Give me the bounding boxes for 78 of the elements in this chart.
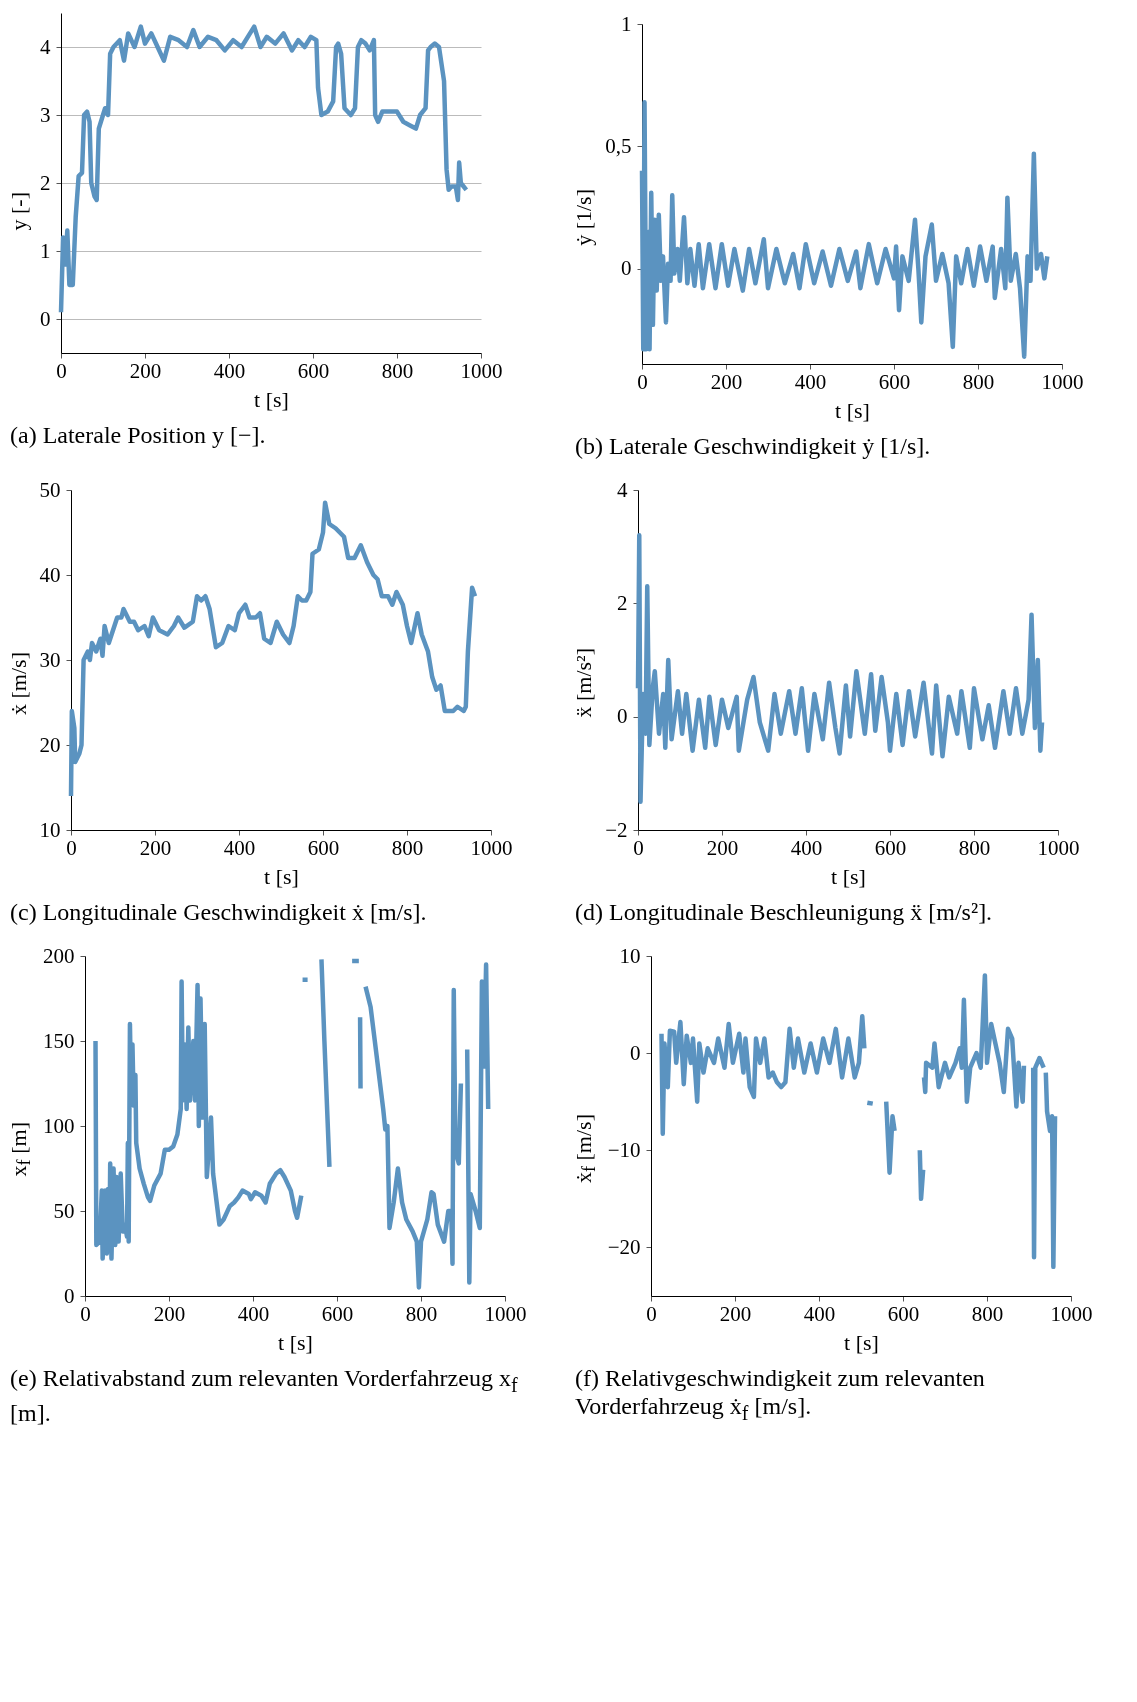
y-tick-label: −20	[608, 1234, 641, 1259]
text: (c) Longitudinale Geschwindigkeit ẋ [m/s].	[9, 898, 428, 926]
x-tick-label: 800	[962, 369, 995, 394]
x-tick-label: 600	[878, 369, 911, 394]
y-tick-label: −2	[605, 817, 628, 842]
y-tick-label: 2	[617, 590, 628, 615]
x-tick-label: 1000	[1041, 369, 1084, 394]
x-tick-label: 200	[154, 1301, 186, 1326]
text: (d) Longitudinale Beschleunigung ẍ [m/s²].	[574, 898, 994, 926]
y-tick-label: 10	[619, 943, 641, 968]
y-tick-label: 30	[39, 647, 61, 672]
x-tick-label: 400	[238, 1301, 270, 1326]
y-tick-label: 150	[43, 1028, 75, 1053]
y-tick-label: 0	[630, 1040, 641, 1065]
y-tick-label: 50	[53, 1198, 75, 1223]
x-tick-label: 400	[794, 369, 827, 394]
y-tick-label: 0	[617, 704, 628, 729]
line-series	[58, 24, 469, 315]
y-tick-label: 0	[40, 306, 51, 331]
x-axis-title: t [s]	[278, 1329, 314, 1355]
y-tick-label: 50	[39, 477, 61, 502]
y-tick-label: 3	[40, 102, 51, 127]
x-tick-label: 800	[391, 835, 424, 860]
y-tick-label: 100	[43, 1113, 75, 1138]
y-tick-label: 0	[621, 256, 632, 281]
x-tick-label: 0	[646, 1301, 658, 1326]
y-tick-label: 2	[40, 170, 51, 195]
x-tick-label: 600	[874, 835, 907, 860]
x-tick-label: 400	[213, 358, 246, 383]
x-tick-label: 1000	[470, 835, 513, 860]
x-tick-label: 200	[710, 369, 743, 394]
y-tick-label: 0,5	[605, 133, 632, 158]
y-tick-label: −10	[608, 1137, 641, 1162]
text: (f) Relativgeschwindigkeit zum relevanten Vorderfahrzeug ẋ$_{f}$ [m/s].	[574, 1364, 986, 1426]
x-tick-label: 400	[223, 835, 256, 860]
x-tick-label: 1000	[1050, 1301, 1093, 1326]
y-axis-title: ẏ [1/s]	[571, 188, 597, 246]
y-axis-title: ẍ [m/s²]	[571, 648, 597, 718]
x-axis-title: t [s]	[831, 863, 866, 889]
y-tick-label: 10	[39, 817, 61, 842]
line-series	[635, 533, 1045, 804]
chart-title: (e) Relativabstand zum relevanten Vorderfahrzeug x$_{f}$ [m].	[10, 1365, 518, 1426]
x-tick-label: 600	[888, 1301, 920, 1326]
line-series	[639, 100, 1050, 359]
y-tick-label: 1	[621, 11, 632, 36]
x-tick-label: 0	[80, 1301, 92, 1326]
x-tick-label: 200	[139, 835, 172, 860]
x-tick-label: 800	[406, 1301, 438, 1326]
x-tick-label: 800	[972, 1301, 1004, 1326]
x-tick-label: 800	[381, 358, 414, 383]
line-series	[68, 500, 478, 799]
x-tick-label: 600	[297, 358, 330, 383]
x-tick-label: 200	[129, 358, 162, 383]
x-axis-title: t [s]	[835, 397, 870, 423]
x-tick-label: 1000	[1037, 835, 1080, 860]
y-tick-label: 20	[39, 732, 61, 757]
y-tick-label: 40	[39, 562, 61, 587]
y-tick-label: 4	[617, 477, 628, 502]
text: (b) Laterale Geschwindigkeit ẏ [1/s].	[574, 432, 932, 460]
x-axis-title: t [s]	[844, 1329, 880, 1355]
x-tick-label: 800	[958, 835, 991, 860]
x-tick-label: 200	[706, 835, 739, 860]
x-tick-label: 400	[804, 1301, 836, 1326]
text: (a) Laterale Position y [−].	[9, 421, 267, 449]
x-axis-title: t [s]	[254, 386, 289, 412]
x-tick-label: 1000	[484, 1301, 527, 1326]
y-tick-label: 200	[43, 943, 75, 968]
y-axis-title: y [-]	[6, 192, 32, 231]
x-tick-label: 600	[307, 835, 340, 860]
y-tick-label: 0	[64, 1283, 75, 1308]
x-tick-label: 1000	[460, 358, 503, 383]
y-axis-title: ẋ [m/s]	[6, 651, 32, 715]
y-tick-label: 4	[40, 34, 51, 59]
y-tick-label: 1	[40, 238, 51, 263]
x-axis-title: t [s]	[264, 863, 299, 889]
x-tick-label: 200	[720, 1301, 752, 1326]
x-tick-label: 600	[322, 1301, 354, 1326]
x-tick-label: 400	[790, 835, 823, 860]
